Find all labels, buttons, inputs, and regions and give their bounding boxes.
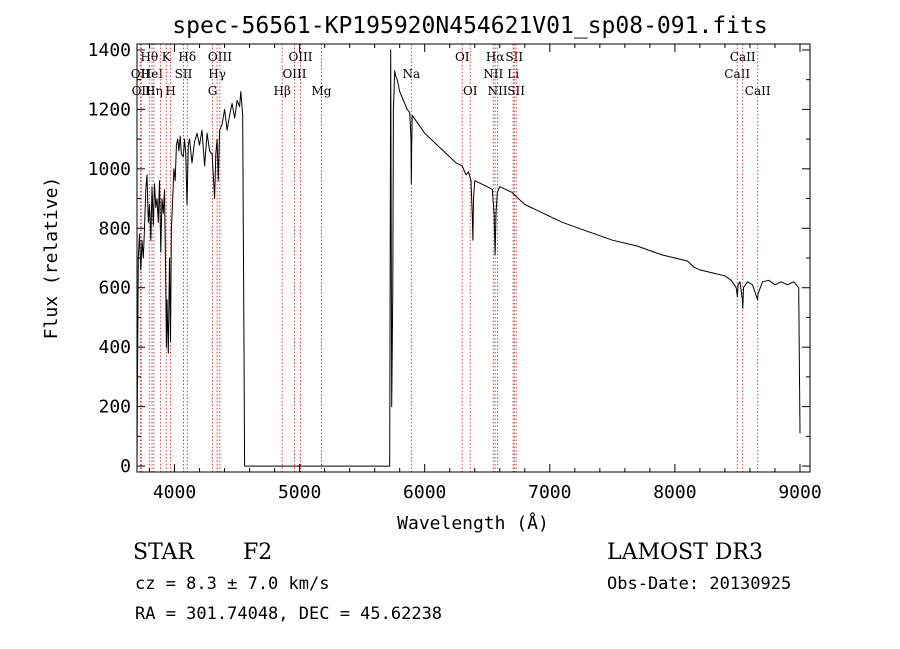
line-label: Hη [145,84,163,98]
line-label: Hθ [140,50,158,64]
line-label: Hδ [178,50,196,64]
x-tick-label: 5000 [278,482,321,503]
x-tick-label: 4000 [153,482,196,503]
line-label: OII [131,67,151,81]
y-axis-label: Flux (relative) [41,177,62,340]
line-label: G [208,84,218,98]
line-label: SII [175,67,193,81]
object-subclass: F2 [243,540,273,565]
line-label: NII [483,67,503,81]
line-label: Li [507,67,519,81]
line-label: SII [505,50,523,64]
line-label: OIII [208,50,232,64]
x-tick-label: 8000 [653,482,696,503]
line-label: SII [507,84,525,98]
x-tick-label: 9000 [778,482,821,503]
emission-line-markers: OIIOIIHθHeIHηKHSIIHδGHγOIIIHβOIIIOIIIMgN… [131,44,771,472]
y-tick-label: 1000 [88,159,131,180]
coordinates: RA = 301.74048, DEC = 45.62238 [135,604,443,624]
line-label: HeI [141,67,164,81]
series-layer [136,49,801,467]
plot-frame [136,43,811,473]
y-tick-label: 400 [98,337,131,358]
survey-name: LAMOST DR3 [607,540,763,565]
axes: 4000 5000 6000 7000 8000 9000 0 200 400 600 800 100… [88,40,822,503]
line-label: CaII [745,84,771,98]
redshift-cz: cz = 8.3 ± 7.0 km/s [135,574,330,594]
chart-title: spec-56561-KP195920N454621V01_sp08-091.f… [172,13,767,39]
y-tick-label: 800 [98,218,131,239]
observation-date: Obs-Date: 20130925 [607,574,792,594]
y-tick-label: 600 [98,278,131,299]
x-axis-label: Wavelength (Å) [397,512,549,534]
line-label: CaII [724,67,750,81]
line-label: Hβ [274,84,291,98]
x-tick-label: 7000 [528,482,571,503]
line-label: Mg [312,84,332,98]
line-label: H [165,84,175,98]
y-tick-label: 1400 [88,40,131,61]
line-label: Hγ [208,67,226,81]
y-tick-label: 0 [120,456,131,477]
line-label: K [162,50,172,64]
y-tick-label: 1200 [88,99,131,120]
line-label: OII [132,84,152,98]
object-class: STAR [133,540,194,565]
line-label: OIII [282,67,306,81]
spectrum-line [136,49,801,467]
line-label: OI [455,50,470,64]
line-label: Hα [486,50,505,64]
line-label: NII [488,84,508,98]
y-tick-label: 200 [98,397,131,418]
line-label: Na [403,67,421,81]
line-label: OI [463,84,478,98]
line-label: CaII [730,50,756,64]
line-label: OIII [288,50,312,64]
x-tick-label: 6000 [403,482,446,503]
